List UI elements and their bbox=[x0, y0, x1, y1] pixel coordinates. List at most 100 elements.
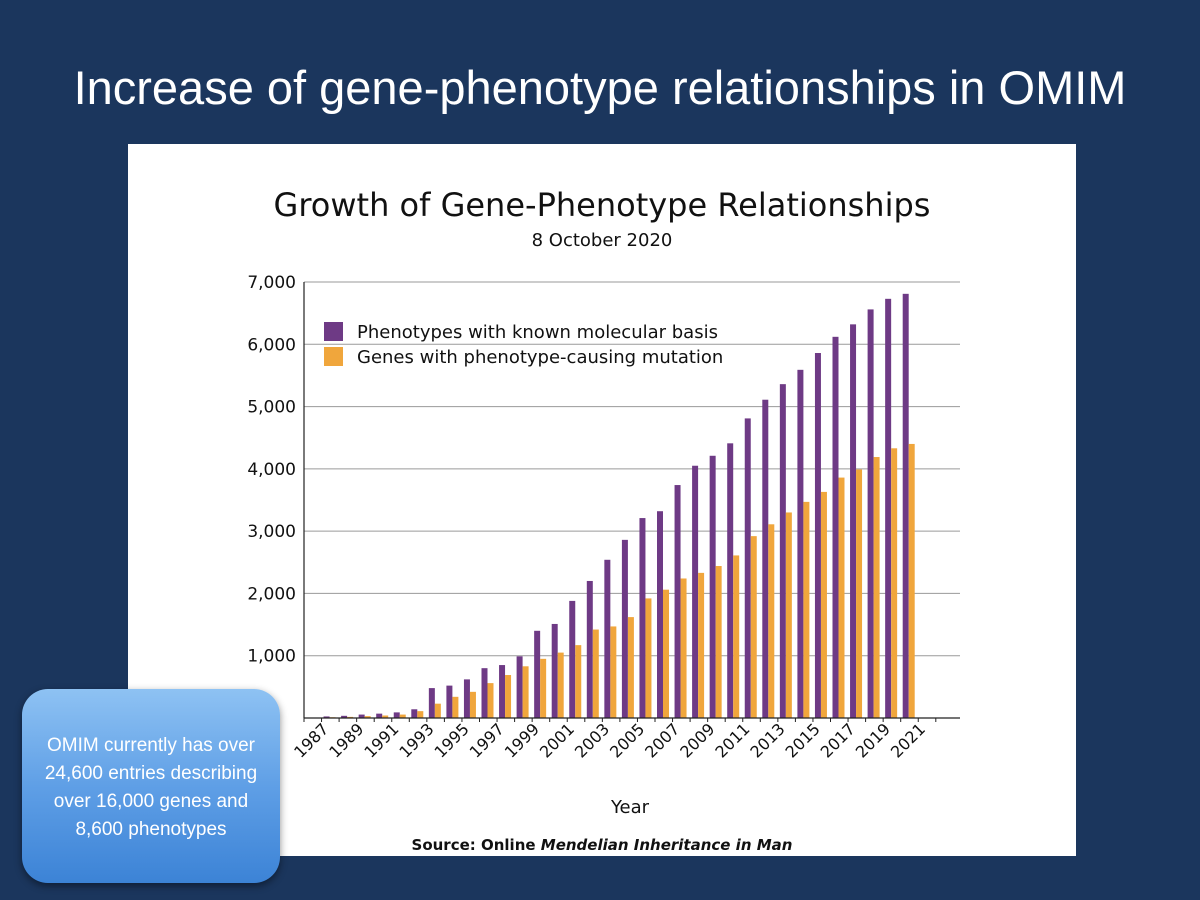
bar-phenotypes bbox=[586, 580, 593, 718]
bar-genes bbox=[557, 652, 564, 718]
bar-genes bbox=[592, 629, 599, 718]
x-axis-label: Year bbox=[610, 797, 650, 818]
legend-label-genes: Genes with phenotype-causing mutation bbox=[357, 347, 723, 368]
bar-phenotypes bbox=[657, 511, 663, 718]
x-tick-label: 2001 bbox=[536, 719, 578, 761]
bar-phenotypes bbox=[692, 465, 699, 718]
bar-genes bbox=[364, 716, 371, 718]
bar-genes bbox=[733, 555, 740, 718]
bar-genes bbox=[434, 703, 441, 718]
x-tick-label: 2013 bbox=[746, 719, 788, 761]
chart-title: Growth of Gene-Phenotype Relationships bbox=[274, 186, 931, 224]
x-tick-label: 2017 bbox=[817, 719, 859, 761]
x-tick-label: 1995 bbox=[431, 719, 473, 761]
bar-phenotypes bbox=[323, 716, 330, 718]
bar-genes bbox=[785, 512, 792, 718]
bar-phenotypes bbox=[762, 399, 769, 718]
legend-swatch-genes bbox=[324, 347, 343, 366]
bar-genes bbox=[645, 598, 652, 718]
bar-phenotypes bbox=[393, 712, 400, 718]
bar-phenotypes bbox=[358, 714, 365, 718]
source-prefix: Source: Online bbox=[412, 836, 541, 854]
bar-genes bbox=[820, 491, 827, 718]
bars bbox=[306, 293, 915, 718]
bar-genes bbox=[698, 572, 705, 718]
bar-genes bbox=[680, 578, 687, 718]
y-tick-label: 1,000 bbox=[247, 647, 296, 667]
x-tick-label: 2007 bbox=[641, 719, 683, 761]
bar-genes bbox=[610, 626, 617, 718]
x-tick-label: 2003 bbox=[571, 719, 613, 761]
info-callout: OMIM currently has over 24,600 entries d… bbox=[22, 689, 280, 883]
legend-swatch-phenotypes bbox=[324, 322, 343, 341]
info-callout-text: OMIM currently has over 24,600 entries d… bbox=[44, 735, 258, 840]
legend-label-phenotypes: Phenotypes with known molecular basis bbox=[357, 322, 718, 343]
bar-phenotypes bbox=[797, 369, 804, 718]
bar-phenotypes bbox=[499, 665, 506, 718]
x-tick-label: 2015 bbox=[782, 719, 824, 761]
bar-phenotypes bbox=[481, 668, 488, 718]
bar-genes bbox=[838, 477, 845, 718]
bar-phenotypes bbox=[446, 685, 453, 718]
bar-genes bbox=[382, 715, 389, 718]
bar-genes bbox=[399, 714, 406, 718]
chart-subtitle: 8 October 2020 bbox=[532, 230, 673, 251]
bar-chart: Growth of Gene-Phenotype Relationships 8… bbox=[247, 186, 960, 854]
bar-genes bbox=[873, 457, 880, 718]
bar-phenotypes bbox=[516, 656, 523, 718]
bar-phenotypes bbox=[779, 384, 786, 718]
bar-genes bbox=[768, 524, 775, 718]
y-tick-label: 7,000 bbox=[247, 273, 296, 293]
bar-phenotypes bbox=[850, 324, 857, 718]
bar-phenotypes bbox=[411, 709, 418, 718]
bar-phenotypes bbox=[727, 443, 734, 718]
bar-genes bbox=[715, 566, 722, 718]
bar-phenotypes bbox=[621, 539, 628, 718]
bar-genes bbox=[417, 711, 424, 718]
bar-genes bbox=[803, 501, 810, 718]
bar-genes bbox=[469, 691, 476, 718]
chart-panel: Growth of Gene-Phenotype Relationships 8… bbox=[128, 144, 1076, 856]
bar-genes bbox=[452, 696, 459, 718]
bar-phenotypes bbox=[814, 353, 821, 718]
bar-genes bbox=[487, 683, 494, 718]
x-tick-label: 1997 bbox=[466, 719, 508, 761]
bar-phenotypes bbox=[902, 293, 909, 718]
legend: Phenotypes with known molecular basis Ge… bbox=[324, 322, 723, 368]
bar-genes bbox=[627, 617, 634, 718]
bar-phenotypes bbox=[832, 336, 839, 718]
x-tick-label: 2021 bbox=[887, 719, 929, 761]
slide-title: Increase of gene-phenotype relationships… bbox=[73, 61, 1127, 114]
bar-phenotypes bbox=[341, 715, 348, 718]
y-tick-label: 6,000 bbox=[247, 335, 296, 355]
x-tick-label: 1991 bbox=[360, 719, 402, 761]
y-tick-label: 2,000 bbox=[247, 584, 296, 604]
bar-phenotypes bbox=[534, 630, 541, 718]
bar-phenotypes bbox=[867, 309, 874, 718]
x-tick-label: 2009 bbox=[676, 719, 718, 761]
y-tick-label: 4,000 bbox=[247, 460, 296, 480]
bar-phenotypes bbox=[428, 688, 435, 718]
bar-genes bbox=[856, 469, 863, 718]
bar-genes bbox=[908, 443, 915, 718]
bar-genes bbox=[540, 658, 547, 718]
x-tick-label: 1989 bbox=[325, 719, 367, 761]
x-tick-label: 2005 bbox=[606, 719, 648, 761]
y-tick-label: 3,000 bbox=[247, 522, 296, 542]
bar-genes bbox=[663, 589, 669, 718]
bar-phenotypes bbox=[744, 418, 751, 718]
x-tick-label: 2019 bbox=[852, 719, 894, 761]
bar-genes bbox=[891, 448, 898, 718]
bar-phenotypes bbox=[463, 679, 470, 718]
x-tick-label: 2011 bbox=[711, 719, 753, 761]
bar-phenotypes bbox=[604, 559, 611, 718]
bar-genes bbox=[750, 536, 757, 718]
bar-genes bbox=[505, 675, 512, 718]
y-tick-label: 5,000 bbox=[247, 398, 296, 418]
bar-phenotypes bbox=[569, 600, 576, 718]
bar-phenotypes bbox=[674, 485, 681, 718]
source-note: Source: Online Mendelian Inheritance in … bbox=[412, 836, 793, 854]
x-tick-label: 1999 bbox=[501, 719, 543, 761]
bar-phenotypes bbox=[885, 298, 892, 718]
bar-phenotypes bbox=[551, 623, 558, 718]
